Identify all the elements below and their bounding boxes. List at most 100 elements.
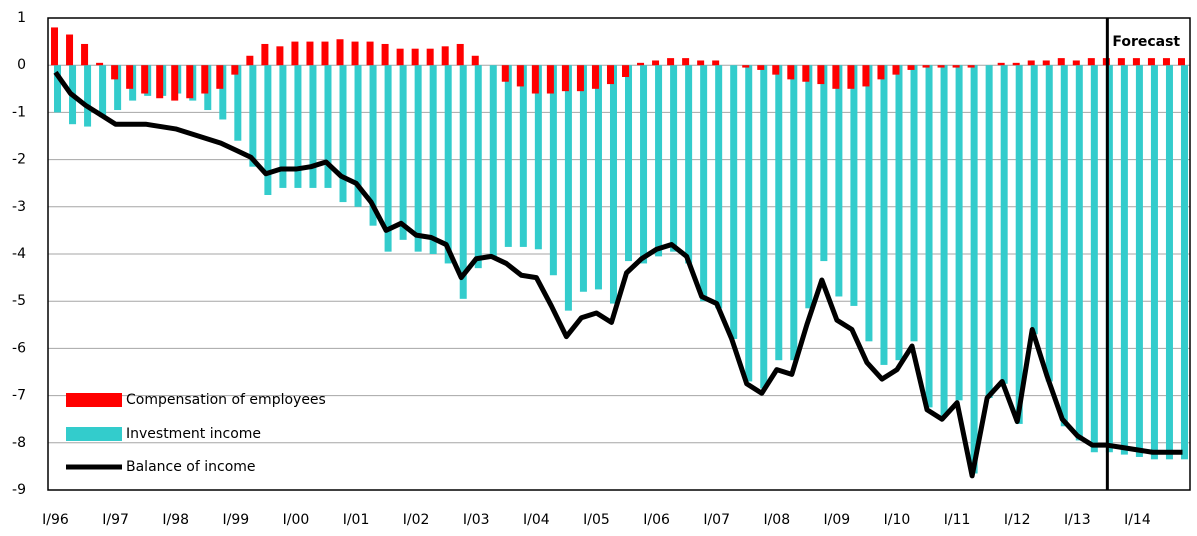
- bar: [922, 65, 930, 68]
- legend-swatch: [66, 393, 122, 407]
- legend-swatch: [66, 427, 122, 441]
- bar: [790, 65, 798, 361]
- x-tick-label: I/03: [463, 512, 490, 528]
- bar: [141, 65, 149, 94]
- bar: [1042, 60, 1050, 66]
- bar: [772, 65, 780, 75]
- bar: [712, 60, 720, 66]
- bar: [997, 62, 1005, 66]
- bar: [787, 65, 795, 80]
- x-tick-label: I/99: [222, 512, 249, 528]
- bar: [670, 65, 678, 252]
- bar: [264, 65, 272, 195]
- x-tick-label: I/14: [1124, 512, 1151, 528]
- bar: [444, 65, 452, 264]
- bar: [324, 65, 332, 188]
- bar: [51, 27, 59, 66]
- bar: [1180, 65, 1188, 460]
- x-tick-label: I/07: [703, 512, 730, 528]
- bar: [700, 65, 708, 302]
- bar: [640, 65, 648, 264]
- bar: [835, 65, 843, 297]
- bar: [625, 65, 633, 262]
- bar: [1000, 65, 1008, 384]
- line: [53, 70, 1183, 479]
- bar: [111, 65, 119, 80]
- bar: [820, 65, 828, 262]
- bar: [426, 48, 434, 66]
- x-tick-label: I/13: [1064, 512, 1091, 528]
- bar: [306, 41, 314, 66]
- bar: [802, 65, 810, 82]
- bar: [637, 62, 645, 66]
- y-tick-label: -2: [12, 152, 26, 168]
- bar: [1177, 58, 1185, 66]
- bar: [234, 65, 242, 141]
- x-tick-label: I/06: [643, 512, 670, 528]
- y-tick-label: -3: [12, 199, 26, 215]
- bar: [892, 65, 900, 75]
- bar: [850, 65, 858, 306]
- bar: [1162, 58, 1170, 66]
- bar: [606, 65, 614, 85]
- bar: [369, 65, 377, 226]
- bar: [1105, 65, 1113, 453]
- bar: [655, 65, 663, 257]
- bar: [940, 65, 948, 417]
- y-tick-label: -7: [12, 388, 26, 404]
- bar: [531, 65, 539, 94]
- x-tick-label: I/08: [763, 512, 790, 528]
- bar: [561, 65, 569, 92]
- x-tick-label: I/05: [583, 512, 610, 528]
- bar: [622, 65, 630, 77]
- bar: [576, 65, 584, 92]
- bar: [96, 62, 104, 66]
- bar: [396, 48, 404, 66]
- y-tick-label: 0: [17, 57, 26, 73]
- bar: [1120, 65, 1128, 455]
- bar: [279, 65, 287, 188]
- bar: [730, 65, 738, 339]
- bar: [880, 65, 888, 365]
- annotation: Forecast: [1112, 34, 1180, 50]
- x-tick-label: I/01: [343, 512, 370, 528]
- bar: [261, 43, 269, 66]
- y-tick-label: -1: [12, 104, 26, 120]
- bar: [366, 41, 374, 66]
- plot-frame: [47, 17, 1191, 491]
- bar: [1060, 65, 1068, 427]
- bar: [594, 65, 602, 290]
- bar: [952, 65, 960, 68]
- bar: [354, 65, 362, 207]
- bar: [309, 65, 317, 188]
- x-tick-label: I/09: [824, 512, 851, 528]
- bar: [351, 41, 359, 66]
- bar: [1165, 65, 1173, 460]
- bar: [126, 65, 134, 89]
- bar: [231, 65, 239, 75]
- bar: [967, 65, 975, 68]
- bar: [216, 65, 224, 89]
- bar: [579, 65, 587, 292]
- x-tick-label: I/11: [944, 512, 971, 528]
- bar: [937, 65, 945, 68]
- bar: [246, 55, 254, 66]
- bar: [1015, 65, 1023, 424]
- bar: [805, 65, 813, 309]
- bar: [441, 46, 449, 66]
- bar: [1030, 65, 1038, 335]
- bar: [1057, 58, 1065, 66]
- bar: [591, 65, 599, 89]
- bar: [81, 43, 89, 66]
- bar: [1072, 60, 1080, 66]
- bar: [1135, 65, 1143, 457]
- bar: [760, 65, 768, 389]
- bar: [742, 65, 750, 68]
- x-tick-label: I/10: [884, 512, 911, 528]
- bar: [970, 65, 978, 474]
- bar: [865, 65, 873, 342]
- bar: [294, 65, 302, 188]
- bar: [99, 65, 107, 118]
- bar: [609, 65, 617, 304]
